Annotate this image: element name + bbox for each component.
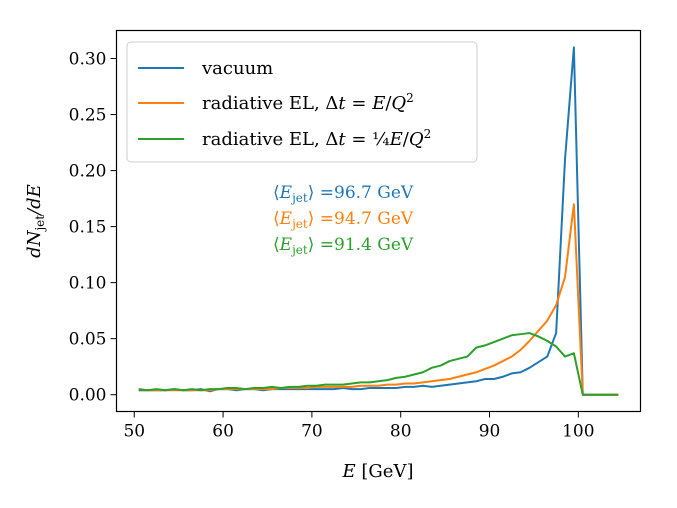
y-tick-label: 0.20	[69, 162, 107, 182]
x-tick-label: 100	[562, 422, 594, 442]
svg-text:E [GeV]: E [GeV]	[342, 461, 414, 482]
x-tick-label: 70	[301, 422, 323, 442]
x-tick-label: 80	[390, 422, 412, 442]
y-axis-ticks: 0.00 0.05 0.10 0.15 0.20 0.25 0.30	[69, 50, 117, 406]
y-tick-label: 0.10	[69, 274, 107, 294]
x-axis-label: E [GeV]	[342, 461, 414, 482]
x-tick-label: 60	[212, 422, 234, 442]
legend-box	[126, 41, 478, 163]
y-tick-label: 0.15	[69, 218, 107, 238]
annotation-vacuum: ⟨Ejet⟩ =96.7 GeV	[273, 183, 414, 205]
y-tick-label: 0.05	[69, 330, 107, 350]
legend-label-radiative-el-quarter: radiative EL, Δt = ¼E/Q2	[202, 127, 431, 150]
annotation-radiative-el: ⟨Ejet⟩ =94.7 GeV	[273, 209, 414, 231]
plot-frame	[115, 29, 642, 413]
legend-label-radiative-el: radiative EL, Δt = E/Q2	[202, 91, 414, 114]
y-tick-label: 0.00	[69, 386, 107, 406]
series-line-radiative-el	[138, 203, 619, 396]
series-lines	[138, 46, 619, 396]
series-line-radiative-el-quarter	[138, 332, 619, 396]
x-tick-label: 90	[479, 422, 501, 442]
x-axis-ticks: 50 60 70 80 90 100	[123, 411, 595, 442]
x-tick-label: 50	[123, 422, 145, 442]
y-axis-label: dNjet/dE	[24, 184, 47, 258]
y-tick-label: 0.25	[69, 106, 107, 126]
legend: vacuum radiative EL, Δt = E/Q2 radiative…	[126, 41, 478, 163]
annotation-radiative-el-quarter: ⟨Ejet⟩ =91.4 GeV	[273, 235, 414, 257]
y-tick-label: 0.30	[69, 50, 107, 70]
mean-energy-annotations: ⟨Ejet⟩ =96.7 GeV ⟨Ejet⟩ =94.7 GeV ⟨Ejet⟩…	[273, 183, 414, 257]
svg-text:dNjet/dE: dNjet/dE	[24, 184, 47, 258]
legend-label-vacuum: vacuum	[201, 58, 273, 79]
